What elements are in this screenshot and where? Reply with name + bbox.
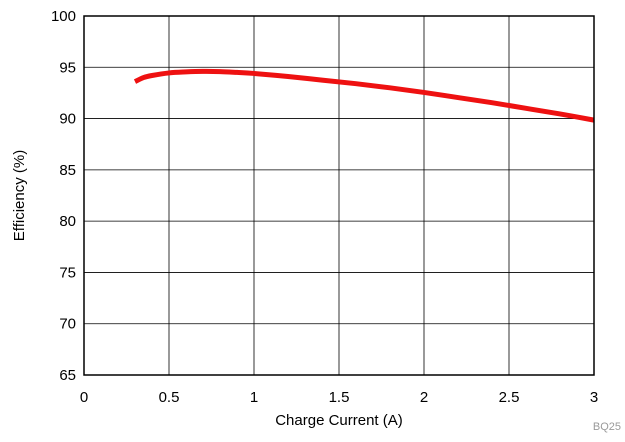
x-tick-label: 1.5 (329, 389, 350, 406)
y-tick-label: 90 (59, 111, 76, 128)
y-tick-label: 80 (59, 213, 76, 230)
x-axis-title: Charge Current (A) (275, 412, 403, 429)
watermark-label: BQ25 (593, 421, 621, 433)
x-tick-label: 0.5 (159, 389, 180, 406)
plot-frame (83, 15, 595, 376)
efficiency-series-line (133, 68, 595, 123)
y-axis-title: Efficiency (%) (11, 150, 28, 241)
y-tick-label: 65 (59, 367, 76, 384)
y-tick-label: 70 (59, 316, 76, 333)
y-tick-label: 100 (51, 8, 76, 25)
x-tick-label: 2.5 (499, 389, 520, 406)
tick-layer: 0 0.5 1 1.5 2 2.5 3 65 70 75 80 85 90 95 100 (51, 8, 598, 406)
y-tick-label: 95 (59, 59, 76, 76)
series-layer (133, 68, 595, 123)
x-tick-label: 3 (590, 389, 598, 406)
x-tick-label: 1 (250, 389, 258, 406)
x-tick-label: 2 (420, 389, 428, 406)
x-tick-label: 0 (80, 389, 88, 406)
y-tick-label: 75 (59, 264, 76, 281)
y-tick-label: 85 (59, 162, 76, 179)
grid-layer (84, 16, 594, 375)
